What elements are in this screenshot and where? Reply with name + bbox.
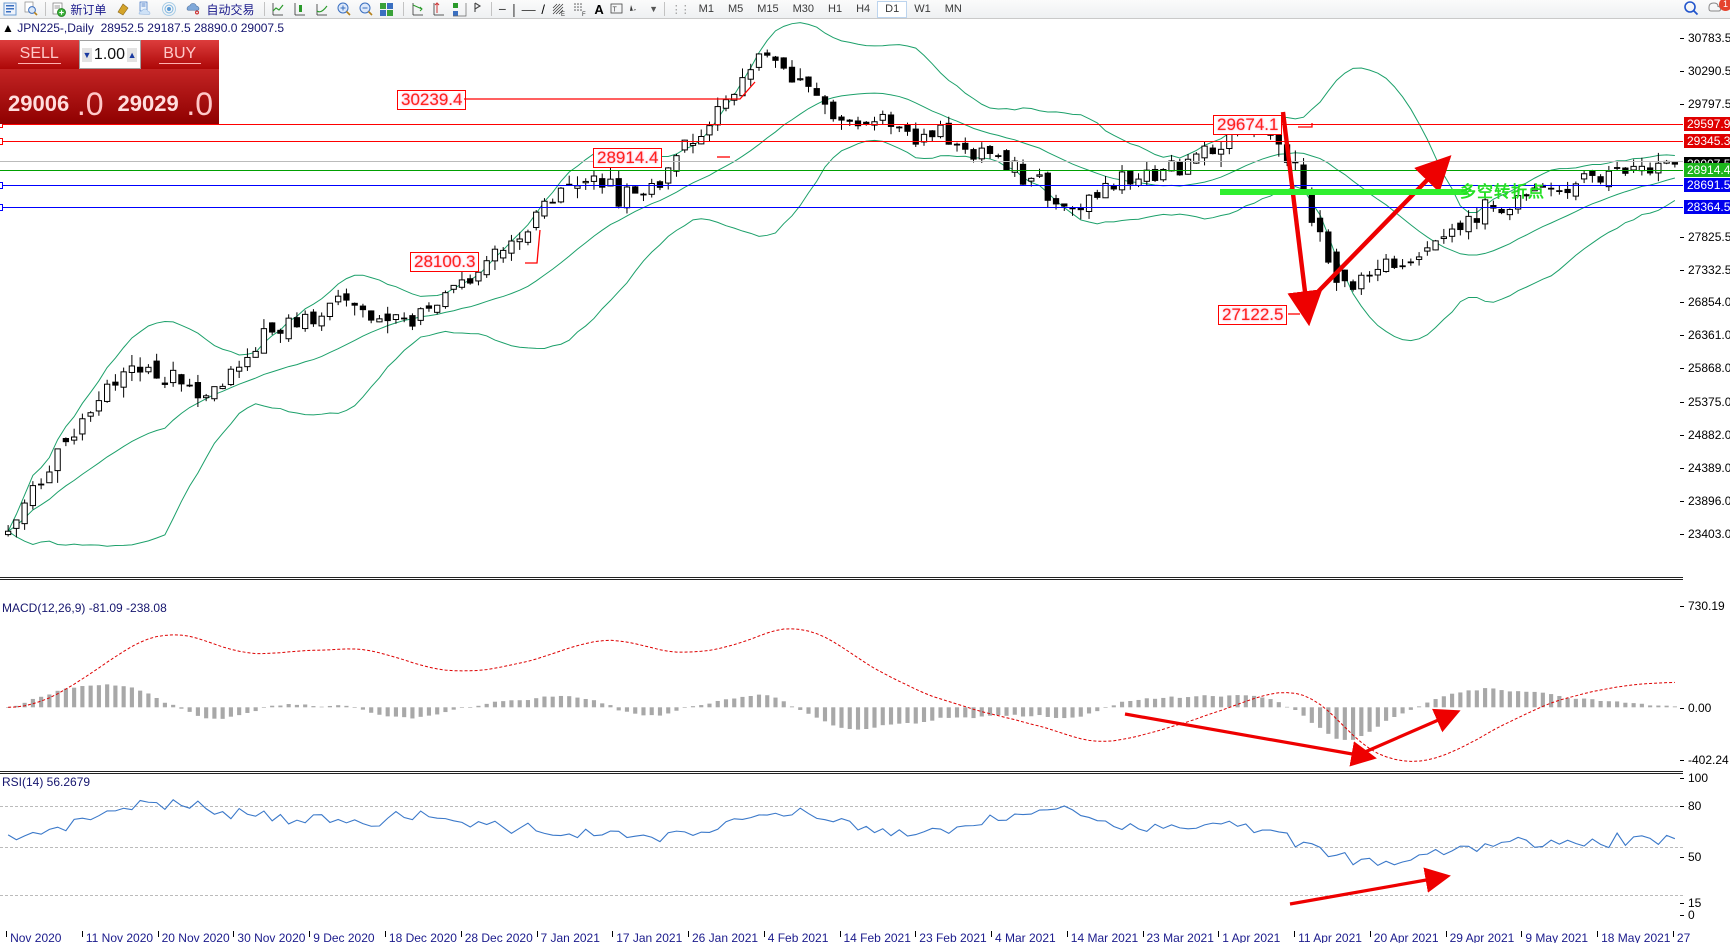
svg-text:E: E <box>561 12 565 17</box>
svg-text:F: F <box>582 12 586 17</box>
svg-text:T: T <box>612 7 617 14</box>
